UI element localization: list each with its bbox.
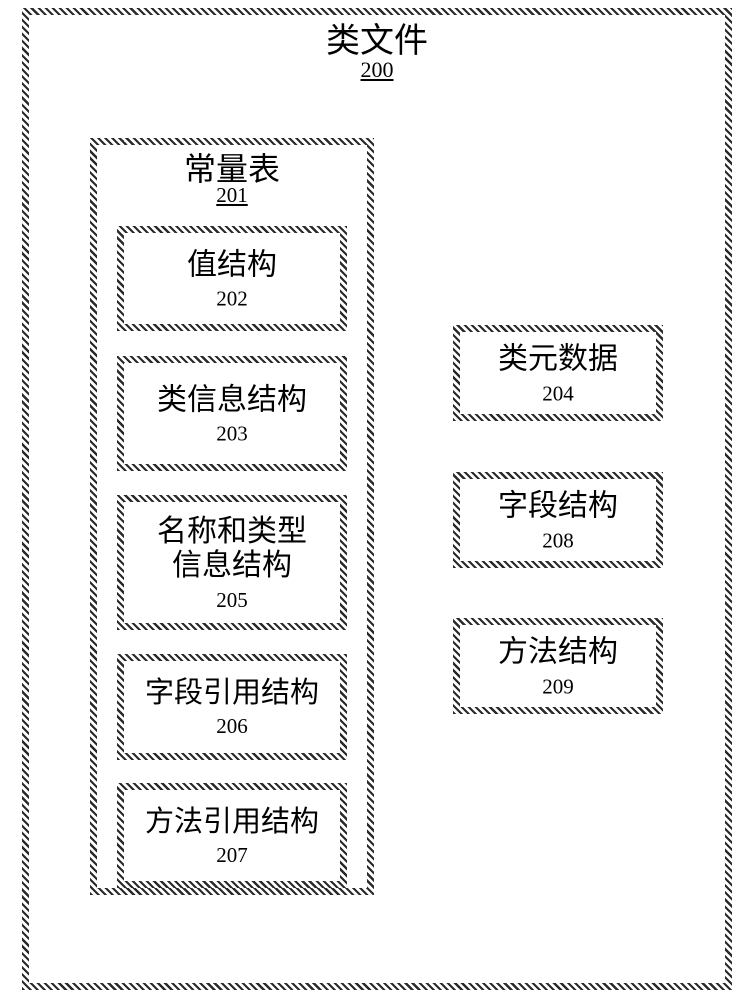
box-label-num: 203 <box>124 423 340 444</box>
box-label-num: 209 <box>460 676 656 697</box>
class-metadata-box: 类元数据 204 <box>453 325 663 421</box>
box-label: 方法结构 209 <box>460 635 656 697</box>
class-file-title-text: 类文件 <box>29 25 725 59</box>
class-file-title: 类文件 200 <box>29 25 725 81</box>
box-label-num: 205 <box>124 590 340 611</box>
box-label-text: 方法结构 <box>460 635 656 670</box>
diagram-canvas: 类文件 200 常量表 201 值结构 202 类信息结构 203 名称和类型 … <box>0 0 754 1000</box>
box-label-text: 名称和类型 信息结构 <box>124 515 340 584</box>
box-label-text: 值结构 <box>124 248 340 283</box>
box-label-text: 字段引用结构 <box>124 677 340 710</box>
box-label: 字段结构 208 <box>460 489 656 551</box>
constant-table-title: 常量表 201 <box>97 153 367 206</box>
box-label-num: 208 <box>460 530 656 551</box>
method-reference-structure-box: 方法引用结构 207 <box>117 783 347 888</box>
box-label: 名称和类型 信息结构 205 <box>124 515 340 611</box>
box-label-text: 类信息结构 <box>124 383 340 418</box>
method-structure-box: 方法结构 209 <box>453 618 663 714</box>
box-label: 字段引用结构 206 <box>124 677 340 737</box>
box-label: 类元数据 204 <box>460 342 656 404</box>
class-info-structure-box: 类信息结构 203 <box>117 356 347 471</box>
box-label-text: 方法引用结构 <box>124 805 340 838</box>
box-label-num: 204 <box>460 383 656 404</box>
box-label-text: 字段结构 <box>460 489 656 524</box>
box-label-text: 类元数据 <box>460 342 656 377</box>
box-label: 类信息结构 203 <box>124 383 340 445</box>
field-structure-box: 字段结构 208 <box>453 472 663 568</box>
field-reference-structure-box: 字段引用结构 206 <box>117 654 347 760</box>
value-structure-box: 值结构 202 <box>117 226 347 331</box>
box-label-num: 206 <box>124 716 340 737</box>
constant-table-title-num: 201 <box>97 185 367 206</box>
box-label: 方法引用结构 207 <box>124 805 340 865</box>
box-label-num: 207 <box>124 845 340 866</box>
name-and-type-info-structure-box: 名称和类型 信息结构 205 <box>117 495 347 630</box>
box-label: 值结构 202 <box>124 248 340 310</box>
box-label-num: 202 <box>124 288 340 309</box>
constant-table-title-text: 常量表 <box>97 153 367 185</box>
class-file-title-num: 200 <box>29 59 725 81</box>
